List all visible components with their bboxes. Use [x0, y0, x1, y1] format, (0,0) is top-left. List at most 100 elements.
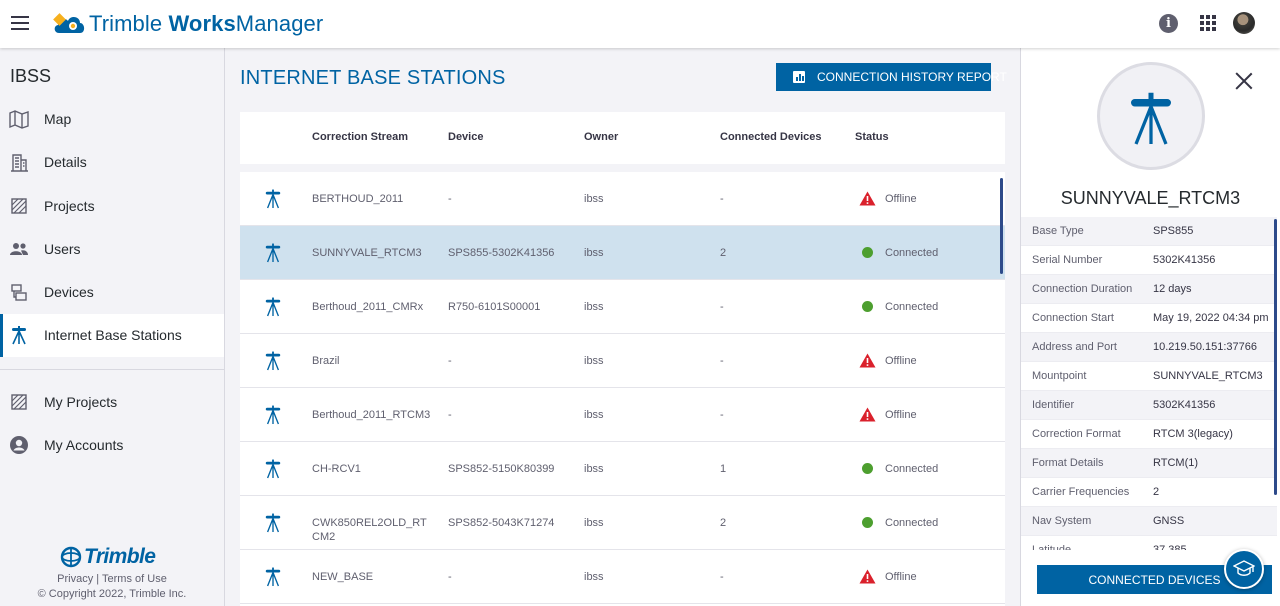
footer-separator: |: [93, 573, 103, 585]
base-station-icon: [265, 513, 281, 533]
table-row[interactable]: NEW_BASE - ibss - Offline: [240, 550, 1005, 604]
app-title-brand: Trimble: [89, 11, 169, 36]
property-row: Latitude 37.385: [1021, 536, 1277, 550]
property-row: Nav System GNSS: [1021, 507, 1277, 536]
table-row[interactable]: CH-RCV1 SPS852-5150K80399 ibss 1 Connected: [240, 442, 1005, 496]
building-icon: [11, 154, 28, 172]
sidebar-item-details[interactable]: Details: [0, 141, 224, 184]
base-station-icon: [265, 243, 281, 263]
warning-icon: [859, 569, 876, 584]
sidebar-item-devices[interactable]: Devices: [0, 271, 224, 314]
cell-connected-devices: -: [720, 193, 724, 205]
help-button[interactable]: [1224, 549, 1264, 589]
col-device[interactable]: Device: [448, 131, 484, 143]
base-station-icon: [265, 189, 281, 209]
trimble-brand-logo: Trimble: [60, 545, 170, 571]
connection-history-report-button[interactable]: CONNECTION HISTORY REPORT: [776, 63, 1007, 91]
table-scrollbar[interactable]: [1000, 178, 1003, 274]
property-row: Format Details RTCM(1): [1021, 449, 1277, 478]
organization-name: IBSS: [10, 66, 52, 86]
sidebar-item-label: Internet Base Stations: [44, 327, 182, 343]
cell-device: -: [448, 355, 452, 367]
base-station-icon: [265, 351, 281, 371]
report-button-label: CONNECTION HISTORY REPORT: [817, 70, 1007, 84]
property-value: 12 days: [1153, 283, 1192, 295]
table-row[interactable]: Brazil - ibss - Offline: [240, 334, 1005, 388]
warning-icon: [859, 353, 876, 368]
table-header: Correction Stream Device Owner Connected…: [240, 112, 1005, 164]
table-row[interactable]: Berthoud_2011_CMRx R750-6101S00001 ibss - Co…: [240, 280, 1005, 334]
property-row: Address and Port 10.219.50.151:37766: [1021, 333, 1277, 362]
sidebar-item-my-projects[interactable]: My Projects: [0, 381, 224, 424]
user-avatar[interactable]: [1233, 12, 1255, 34]
sidebar-item-map[interactable]: Map: [0, 98, 224, 141]
cell-connected-devices: -: [720, 409, 724, 421]
table-gap: [240, 164, 1005, 172]
hamburger-menu-icon[interactable]: [11, 16, 29, 30]
sidebar-item-label: Details: [44, 154, 87, 170]
property-value: May 19, 2022 04:34 pm: [1153, 312, 1269, 324]
property-row: Correction Format RTCM 3(legacy): [1021, 420, 1277, 449]
terms-link[interactable]: Terms of Use: [102, 573, 167, 585]
cell-correction-stream: CH-RCV1: [312, 463, 361, 475]
account-icon: [10, 436, 28, 454]
info-icon[interactable]: i: [1159, 14, 1178, 33]
sidebar: IBSS Map Details Projects Users Devices …: [0, 48, 225, 606]
page-title: INTERNET BASE STATIONS: [240, 67, 506, 89]
cell-owner: ibss: [584, 517, 604, 529]
app-title-manager: Manager: [235, 11, 324, 36]
close-icon[interactable]: [1235, 72, 1253, 90]
cell-device: SPS852-5150K80399: [448, 463, 555, 475]
property-key: Carrier Frequencies: [1032, 486, 1130, 498]
app-title[interactable]: Trimble WorksManager: [89, 11, 323, 37]
cell-correction-stream: Berthoud_2011_RTCM3: [312, 409, 431, 421]
base-stations-table: Correction Stream Device Owner Connected…: [240, 112, 1005, 606]
table-row[interactable]: CWK850REL2OLD_RTCM2 SPS852-5043K71274 ibss…: [240, 496, 1005, 550]
sidebar-item-projects[interactable]: Projects: [0, 185, 224, 228]
property-value: 5302K41356: [1153, 254, 1216, 266]
footer-links: Privacy | Terms of Use: [0, 573, 224, 585]
cell-owner: ibss: [584, 355, 604, 367]
cell-correction-stream: NEW_BASE: [312, 571, 374, 583]
panel-scrollbar[interactable]: [1274, 219, 1277, 495]
col-connected-devices[interactable]: Connected Devices: [720, 131, 822, 143]
cell-owner: ibss: [584, 463, 604, 475]
projects-icon: [11, 198, 27, 214]
sidebar-item-internet-base-stations[interactable]: Internet Base Stations: [0, 314, 224, 357]
copyright: © Copyright 2022, Trimble Inc.: [37, 588, 187, 600]
users-icon: [10, 243, 28, 255]
cell-device: -: [448, 409, 452, 421]
col-status[interactable]: Status: [855, 131, 889, 143]
apps-grid-icon[interactable]: [1200, 15, 1216, 31]
property-key: Format Details: [1032, 457, 1104, 469]
cell-device: SPS855-5302K41356: [448, 247, 555, 259]
table-row[interactable]: SUNNYVALE_RTCM3 SPS855-5302K41356 ibss 2 Con…: [240, 226, 1005, 280]
connected-status-icon: [862, 517, 873, 528]
cell-device: R750-6101S00001: [448, 301, 541, 313]
property-key: Latitude: [1032, 544, 1072, 550]
privacy-link[interactable]: Privacy: [57, 573, 94, 585]
cell-connected-devices: 2: [720, 517, 727, 529]
cell-status: Offline: [885, 193, 917, 205]
cell-owner: ibss: [584, 301, 604, 313]
property-value: RTCM(1): [1153, 457, 1199, 469]
cell-status: Connected: [885, 247, 939, 259]
cell-owner: ibss: [584, 193, 604, 205]
cell-connected-devices: -: [720, 355, 724, 367]
property-key: Mountpoint: [1032, 370, 1087, 382]
cell-owner: ibss: [584, 247, 604, 259]
cell-owner: ibss: [584, 571, 604, 583]
base-station-icon: [265, 297, 281, 317]
details-panel: SUNNYVALE_RTCM3 Base Type SPS855 Serial Nu…: [1020, 48, 1280, 606]
cell-correction-stream: Brazil: [312, 355, 340, 367]
col-correction-stream[interactable]: Correction Stream: [312, 131, 408, 143]
properties-list: Base Type SPS855 Serial Number 5302K41356 Co…: [1021, 217, 1277, 550]
sidebar-item-users[interactable]: Users: [0, 228, 224, 271]
table-row[interactable]: Berthoud_2011_RTCM3 - ibss - Offline: [240, 388, 1005, 442]
sidebar-item-my-accounts[interactable]: My Accounts: [0, 424, 224, 467]
property-value: GNSS: [1153, 515, 1185, 527]
col-owner[interactable]: Owner: [584, 131, 619, 143]
cell-status: Offline: [885, 571, 917, 583]
app-title-works: Works: [168, 11, 236, 36]
table-row[interactable]: BERTHOUD_2011 - ibss - Offline: [240, 172, 1005, 226]
